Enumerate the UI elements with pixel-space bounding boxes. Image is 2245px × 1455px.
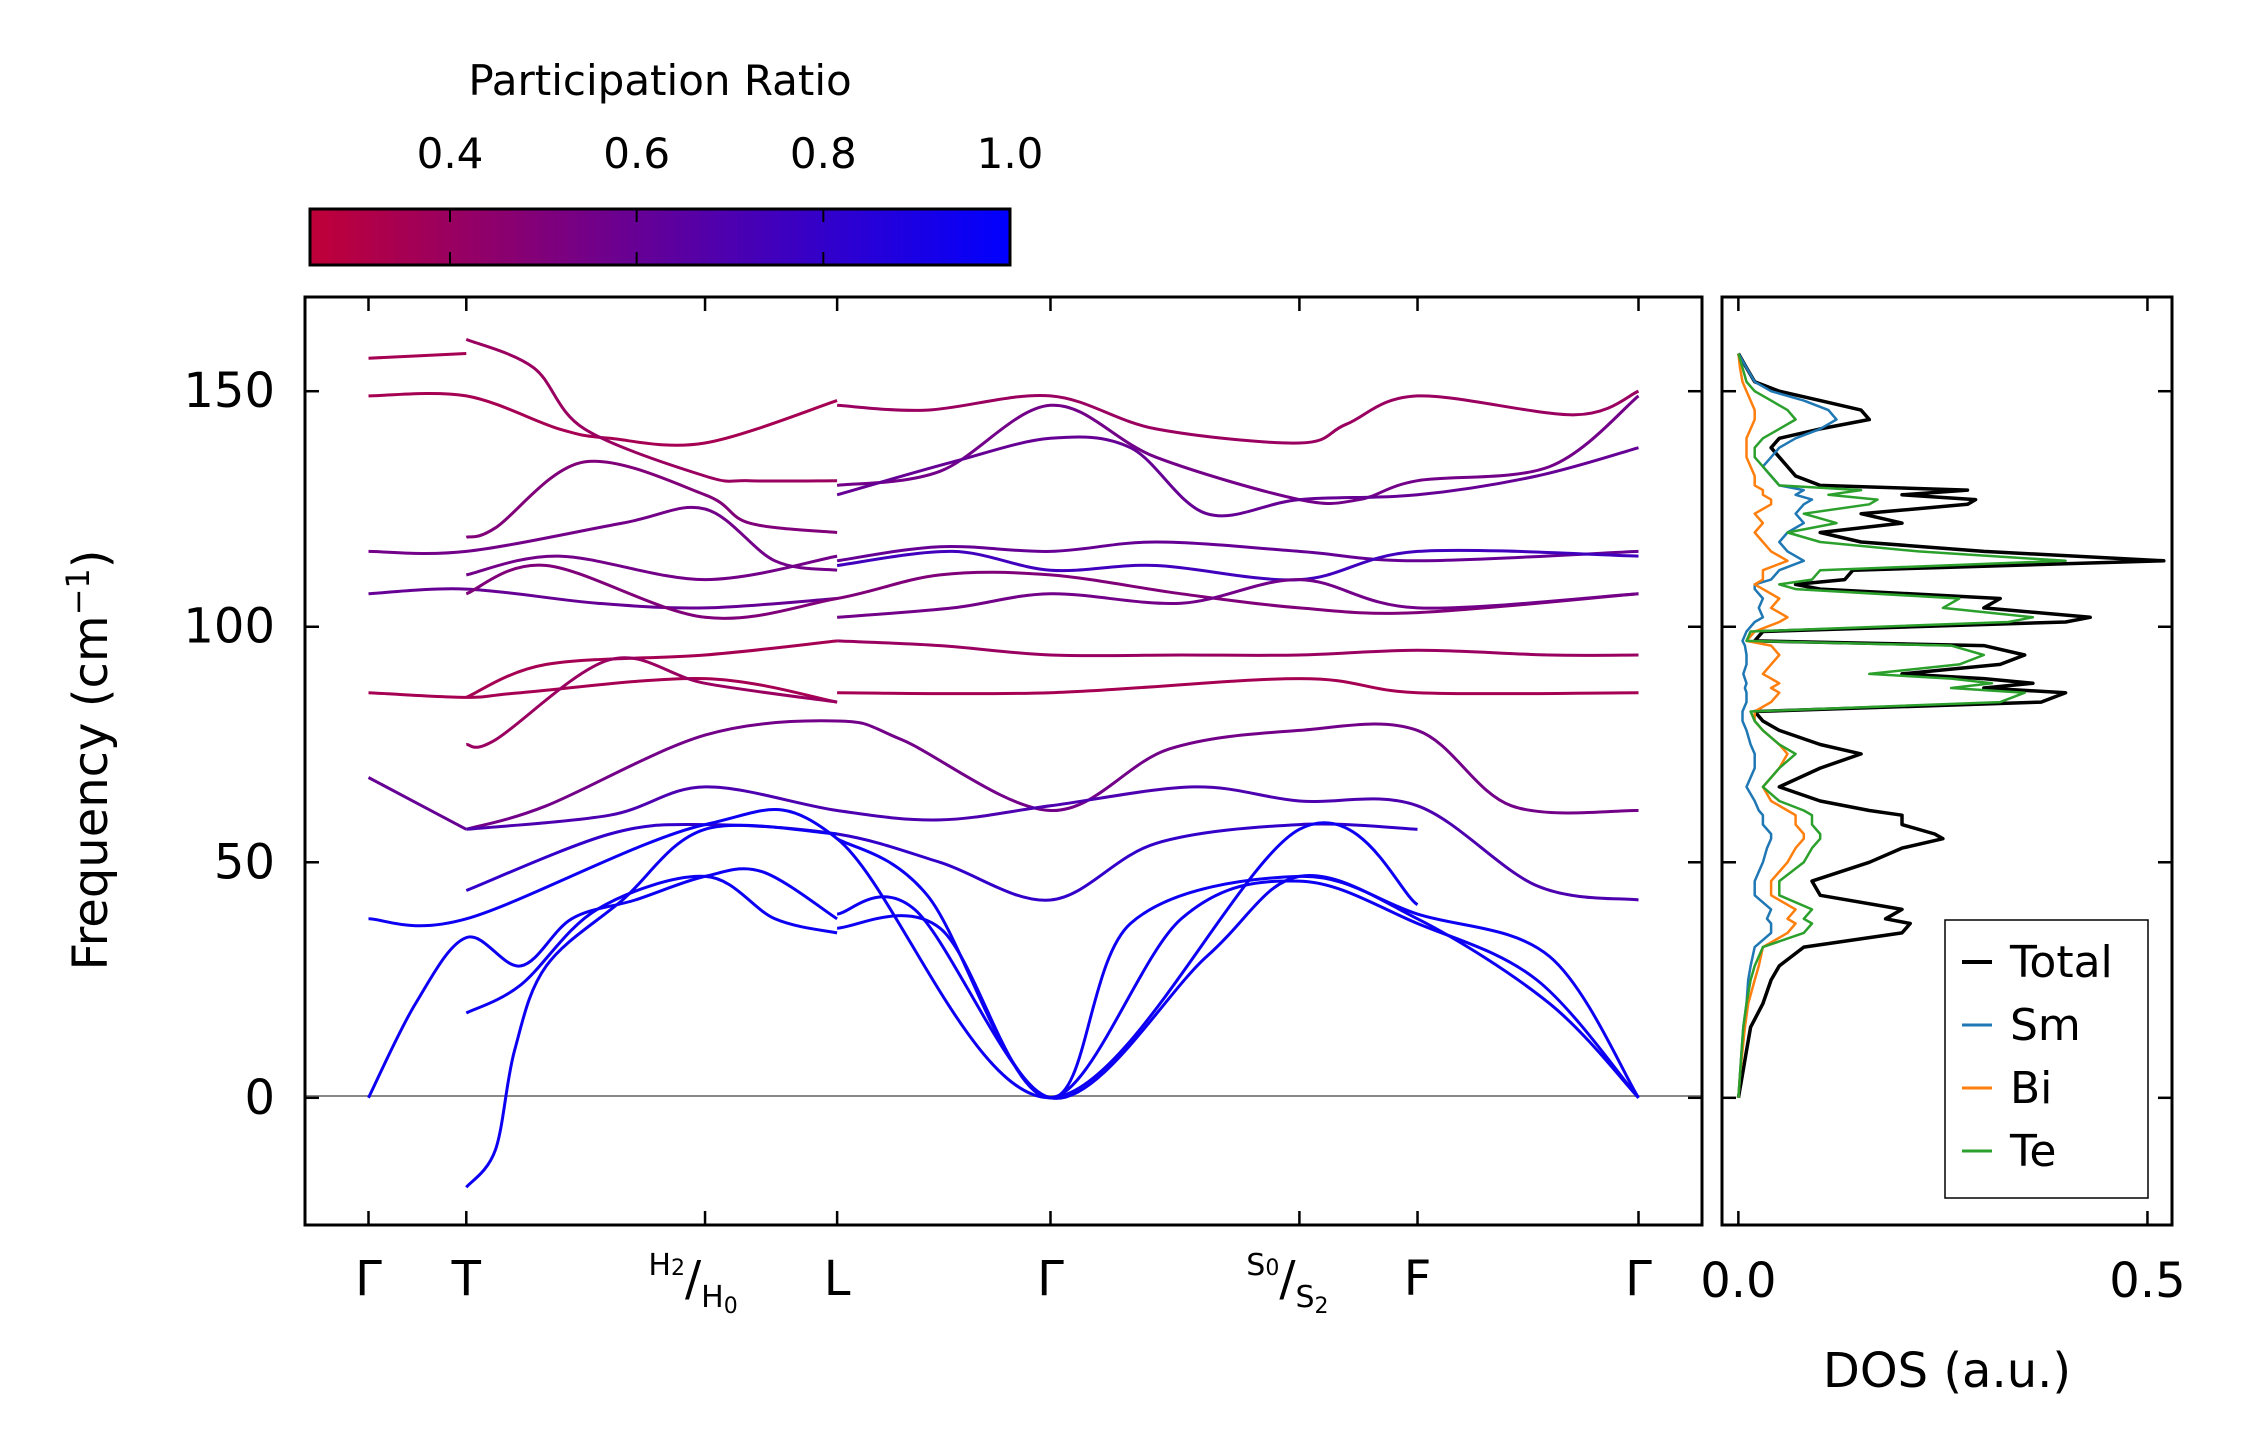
- high-symmetry-label: L: [824, 1251, 851, 1307]
- phonon-band: [465, 554, 838, 582]
- high-symmetry-ticks: [367, 297, 1640, 1225]
- phonon-band: [837, 639, 1639, 658]
- colorbar: Participation Ratio 0.4 0.6 0.8 1.0: [308, 56, 1044, 267]
- dos-series-bi: [1737, 353, 1806, 1098]
- dos-x-tick-label: 0.5: [2109, 1253, 2185, 1309]
- high-symmetry-label: Γ: [1037, 1251, 1064, 1307]
- dos-legend: Total Sm Bi Te: [1944, 919, 2149, 1199]
- phonon-band: [368, 391, 838, 447]
- phonon-band: [465, 874, 838, 1015]
- phonon-band: [368, 352, 467, 360]
- phonon-band: [465, 563, 1639, 620]
- phonon-band: [836, 578, 1639, 619]
- phonon-band: [836, 394, 1640, 505]
- colorbar-gradient: [308, 207, 1012, 267]
- phonon-band: [466, 785, 1639, 902]
- dos-plot: 0.0 0.5 DOS (a.u.) Total Sm Bi Te: [1700, 295, 2186, 1399]
- phonon-band: [836, 879, 1640, 1100]
- phonon-band: [465, 823, 838, 1189]
- high-symmetry-label: T: [451, 1251, 482, 1307]
- legend-label: Te: [2009, 1126, 2056, 1177]
- colorbar-tick-label: 0.6: [603, 129, 670, 178]
- y-tick-label: 0: [244, 1070, 275, 1126]
- dos-x-tick-label: 0.0: [1700, 1253, 1776, 1309]
- phonon-band: [368, 587, 838, 610]
- dos-x-axis-label: DOS (a.u.): [1823, 1343, 2071, 1399]
- dos-axis-ticks: 0.0 0.5: [1700, 297, 2186, 1309]
- colorbar-tick-label: 1.0: [977, 129, 1044, 178]
- phonon-band: [465, 719, 1639, 831]
- phonon-band: [465, 822, 1418, 902]
- phonon-band: [368, 808, 1419, 1100]
- phonon-band: [836, 548, 1639, 582]
- high-symmetry-labels: Γ T H2/H0 L Γ S0/S2 F Γ: [355, 1248, 1652, 1319]
- main-axes-frame: [303, 295, 1704, 1227]
- y-tick-label: 150: [183, 363, 275, 419]
- y-tick-label: 100: [183, 599, 275, 655]
- high-symmetry-label: F: [1404, 1251, 1432, 1307]
- phonon-band: [837, 677, 1639, 696]
- high-symmetry-label: Γ: [1625, 1251, 1652, 1307]
- phonon-band: [367, 776, 467, 831]
- high-symmetry-label: Γ: [355, 1251, 382, 1307]
- phonon-band: [368, 676, 838, 704]
- y-axis-label: Frequency (cm−1): [59, 549, 119, 970]
- phonon-band: [368, 505, 838, 572]
- phonon-bands: [367, 338, 1640, 1189]
- dos-curves: [1736, 352, 2166, 1099]
- dos-series-total: [1736, 352, 2166, 1099]
- legend-label: Bi: [2010, 1063, 2052, 1114]
- y-axis-ticks: 0 50 100 150: [183, 363, 1702, 1126]
- colorbar-ticks: 0.4 0.6 0.8 1.0: [417, 129, 1044, 265]
- phonon-band: [836, 874, 1640, 1100]
- phonon-band: [837, 389, 1640, 445]
- colorbar-tick-label: 0.4: [417, 129, 484, 178]
- phonon-band: [836, 837, 1640, 1100]
- dos-series-te: [1737, 353, 2067, 1098]
- phonon-band: [836, 540, 1639, 563]
- colorbar-title: Participation Ratio: [468, 56, 851, 105]
- dos-axes-frame: [1720, 295, 2174, 1227]
- legend-label: Total: [2009, 937, 2113, 988]
- y-tick-label: 50: [214, 834, 275, 890]
- phonon-band: [367, 867, 838, 1099]
- legend-label: Sm: [2010, 1000, 2081, 1051]
- phonon-band: [466, 656, 838, 749]
- band-structure-plot: 0 50 100 150 Γ T H2/H0 L Γ S0/S2 F Γ Frequency (cm…: [59, 295, 1704, 1319]
- phonon-band: [465, 338, 838, 483]
- phonon-band: [836, 435, 1639, 518]
- phonon-band: [465, 459, 838, 539]
- high-symmetry-label-split: S0/S2: [1246, 1248, 1328, 1319]
- colorbar-tick-label: 0.8: [790, 129, 857, 178]
- high-symmetry-label-split: H2/H0: [648, 1248, 737, 1319]
